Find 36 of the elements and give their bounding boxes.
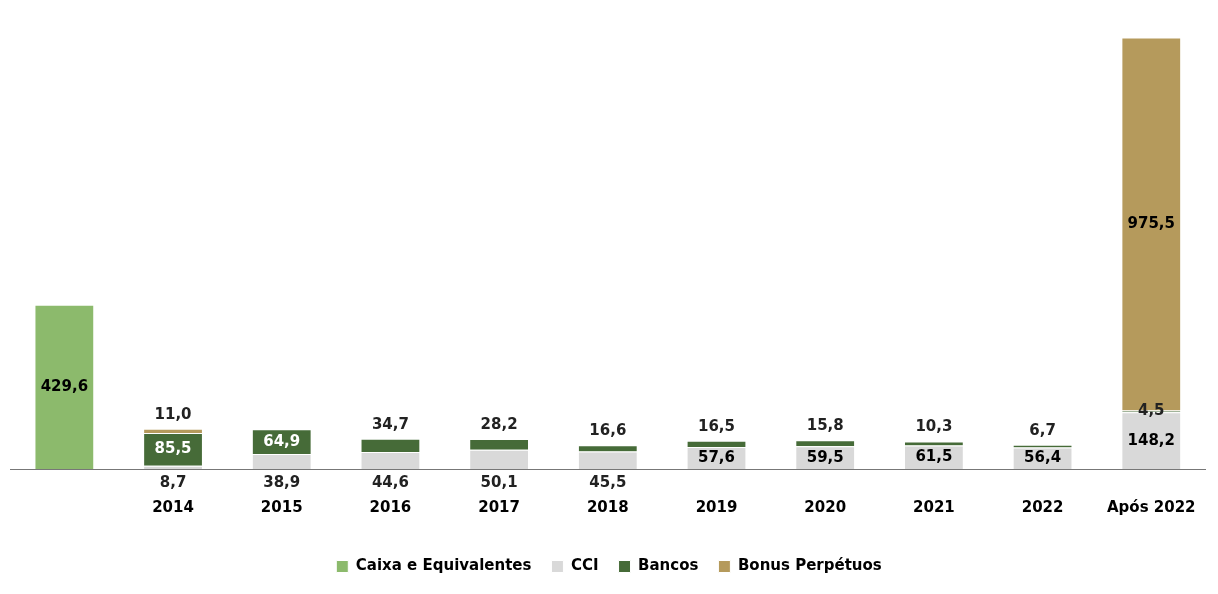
x-tick-label: Após 2022 xyxy=(1106,497,1196,516)
x-tick-label: 2016 xyxy=(369,497,412,516)
data-label: 45,5 xyxy=(589,472,627,491)
data-label: 429,6 xyxy=(40,376,89,395)
data-label: 34,7 xyxy=(371,414,409,433)
data-label: 64,9 xyxy=(263,431,301,450)
legend-label: Bancos xyxy=(638,556,699,575)
data-label: 16,5 xyxy=(697,416,736,435)
data-label: 6,7 xyxy=(1029,420,1056,439)
data-label: 10,3 xyxy=(915,417,953,436)
data-label: 85,5 xyxy=(154,439,192,458)
data-label: 8,7 xyxy=(159,472,187,491)
legend-label: CCI xyxy=(570,556,599,575)
data-label: 16,6 xyxy=(589,421,627,440)
data-label: 28,2 xyxy=(480,414,518,433)
data-label: 57,6 xyxy=(697,447,736,466)
x-tick-label: 2021 xyxy=(913,497,955,516)
data-label: 59,5 xyxy=(806,447,844,466)
x-tick-label: 2017 xyxy=(478,497,520,516)
x-tick-label: 2020 xyxy=(804,497,847,516)
x-tick-label: 2015 xyxy=(260,497,303,516)
x-tick-label: 2018 xyxy=(586,497,629,516)
data-label: 148,2 xyxy=(1127,430,1175,449)
legend-label: Bonus Perpétuos xyxy=(737,556,882,575)
x-tick-label: 2022 xyxy=(1021,497,1064,516)
legend-label: Caixa e Equivalentes xyxy=(355,556,532,575)
data-label: 61,5 xyxy=(915,447,953,466)
x-tick-label: 2014 xyxy=(152,497,194,516)
data-label: 56,4 xyxy=(1024,448,1062,467)
data-label: 975,5 xyxy=(1127,213,1175,232)
data-label: 11,0 xyxy=(154,404,192,423)
data-label: 50,1 xyxy=(480,472,518,491)
data-label: 15,8 xyxy=(806,416,844,435)
data-label: 44,6 xyxy=(371,472,409,491)
x-tick-label: 2019 xyxy=(695,497,738,516)
data-label: 38,9 xyxy=(263,472,301,491)
